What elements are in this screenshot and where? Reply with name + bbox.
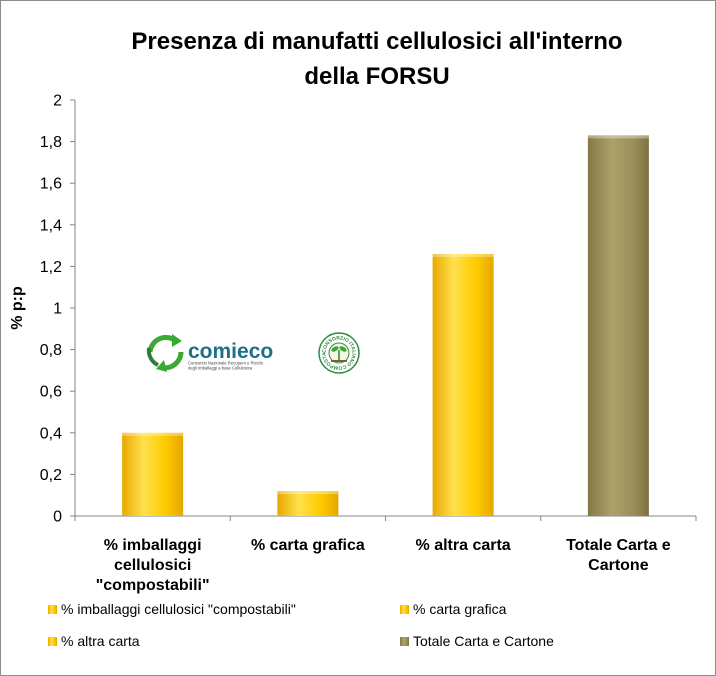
category-labels: % imballaggi cellulosici "compostabili" % c… — [96, 537, 671, 594]
y-tick-label: 0 — [53, 509, 62, 526]
legend-label: % altra carta — [61, 633, 140, 649]
x-tick-label: % imballaggi cellulosici "compostabili" — [96, 537, 210, 594]
y-axis-label: % p:p — [9, 286, 26, 330]
bar — [432, 253, 494, 517]
comieco-wordmark: comieco — [188, 340, 273, 363]
y-tick-label: 0,6 — [40, 384, 62, 401]
bar — [122, 432, 184, 516]
y-tick-label: 1 — [53, 301, 62, 318]
bar-bevel — [432, 253, 494, 257]
y-tick-label: 1,4 — [40, 217, 62, 234]
bars — [122, 135, 649, 517]
x-ticks — [74, 516, 697, 521]
legend-swatch — [48, 605, 57, 614]
bar — [277, 491, 339, 516]
comieco-logo: comieco Consorzio Nazionale Recupero e R… — [146, 334, 273, 372]
x-tick-label: % carta grafica — [251, 537, 365, 554]
legend-swatch — [400, 605, 409, 614]
y-tick-label: 0,8 — [40, 342, 62, 359]
y-ticks: 0 0,2 0,4 0,6 0,8 1 1,2 1,4 1,6 1,8 2 — [40, 93, 75, 526]
legend-swatch — [48, 637, 57, 646]
y-tick-label: 1,8 — [40, 134, 62, 151]
legend-label: Totale Carta e Cartone — [413, 633, 554, 649]
comieco-tagline-1: Consorzio Nazionale Recupero e Riciclo — [188, 361, 264, 366]
y-tick-label: 2 — [53, 93, 62, 110]
x-tick-label: % altra carta — [416, 537, 511, 554]
chart-title-line-1: Presenza di manufatti cellulosici all'in… — [131, 28, 622, 55]
y-tick-label: 1,6 — [40, 176, 62, 193]
bar — [587, 135, 649, 517]
legend-swatch — [400, 637, 409, 646]
legend-label: % imballaggi cellulosici "compostabili" — [61, 601, 296, 617]
y-tick-label: 0,4 — [40, 425, 62, 442]
bar-bevel — [277, 491, 339, 495]
y-tick-label: 0,2 — [40, 467, 62, 484]
legend: % imballaggi cellulosici "compostabili"%… — [48, 601, 554, 649]
chart-title-line-2: della FORSU — [304, 63, 449, 90]
bar-bevel — [122, 432, 184, 436]
x-tick-label: Totale Carta e Cartone — [566, 537, 671, 574]
compost-seal-icon — [331, 346, 347, 362]
y-tick-label: 1,2 — [40, 259, 62, 276]
bar-bevel — [587, 135, 649, 139]
legend-label: % carta grafica — [413, 601, 507, 617]
recycle-arrows-icon — [146, 334, 184, 372]
comieco-tagline-2: degli Imballaggi a base Cellulosica — [188, 366, 253, 371]
